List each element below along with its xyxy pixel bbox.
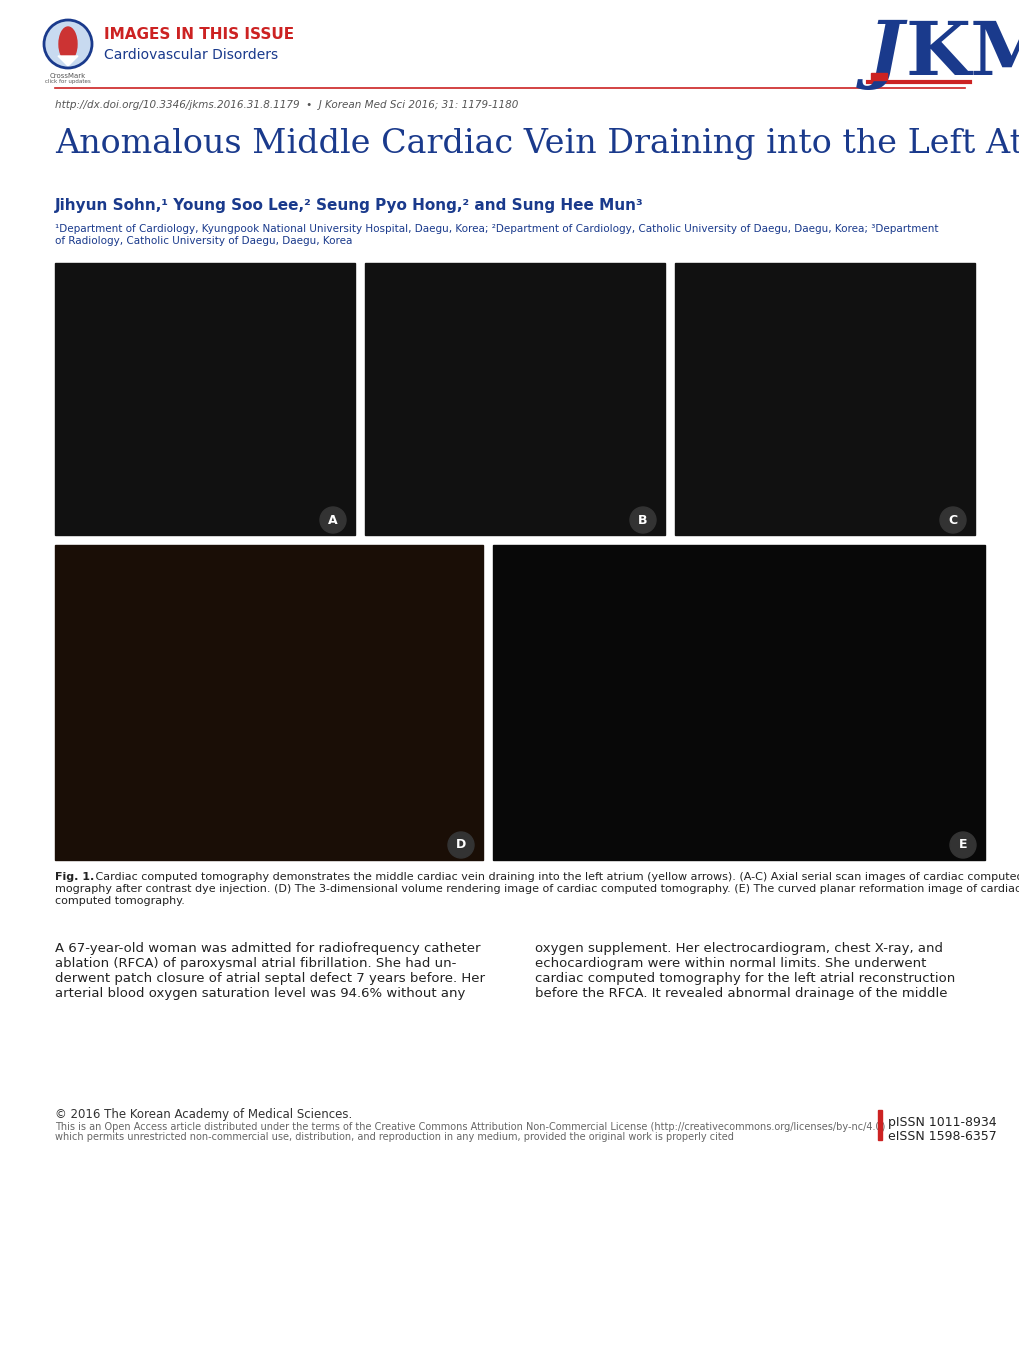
Bar	[492, 545, 984, 860]
Text: before the RFCA. It revealed abnormal drainage of the middle: before the RFCA. It revealed abnormal dr…	[535, 987, 947, 1000]
Text: Jihyun Sohn,¹ Young Soo Lee,² Seung Pyo Hong,² and Sung Hee Mun³: Jihyun Sohn,¹ Young Soo Lee,² Seung Pyo …	[55, 198, 643, 213]
Text: which permits unrestricted non-commercial use, distribution, and reproduction in: which permits unrestricted non-commercia…	[55, 1132, 733, 1142]
Text: CrossMark: CrossMark	[50, 73, 86, 79]
Text: arterial blood oxygen saturation level was 94.6% without any: arterial blood oxygen saturation level w…	[55, 987, 465, 1000]
Text: C: C	[948, 514, 957, 526]
Text: ¹Department of Cardiology, Kyungpook National University Hospital, Daegu, Korea;: ¹Department of Cardiology, Kyungpook Nat…	[55, 224, 937, 234]
Text: oxygen supplement. Her electrocardiogram, chest X-ray, and: oxygen supplement. Her electrocardiogram…	[535, 942, 943, 955]
Circle shape	[44, 20, 92, 68]
Text: mography after contrast dye injection. (D) The 3-dimensional volume rendering im: mography after contrast dye injection. (…	[55, 883, 1019, 894]
Circle shape	[630, 507, 655, 533]
Bar	[365, 264, 664, 535]
Text: E: E	[958, 839, 966, 852]
Text: This is an Open Access article distributed under the terms of the Creative Commo: This is an Open Access article distribut…	[55, 1123, 884, 1132]
Text: computed tomography.: computed tomography.	[55, 896, 184, 906]
Text: echocardiogram were within normal limits. She underwent: echocardiogram were within normal limits…	[535, 957, 925, 970]
Text: ablation (RFCA) of paroxysmal atrial fibrillation. She had un-: ablation (RFCA) of paroxysmal atrial fib…	[55, 957, 455, 970]
Text: IMAGES IN THIS ISSUE: IMAGES IN THIS ISSUE	[104, 27, 293, 42]
Circle shape	[940, 507, 965, 533]
Text: cardiac computed tomography for the left atrial reconstruction: cardiac computed tomography for the left…	[535, 972, 955, 985]
Text: B: B	[638, 514, 647, 526]
Ellipse shape	[59, 27, 76, 61]
Bar	[55, 545, 483, 860]
Circle shape	[949, 832, 975, 858]
Bar	[55, 264, 355, 535]
Text: Cardiovascular Disorders: Cardiovascular Disorders	[104, 48, 278, 63]
Text: derwent patch closure of atrial septal defect 7 years before. Her: derwent patch closure of atrial septal d…	[55, 972, 484, 985]
Text: Anomalous Middle Cardiac Vein Draining into the Left Atrium: Anomalous Middle Cardiac Vein Draining i…	[55, 128, 1019, 160]
Bar	[675, 264, 974, 535]
Text: pISSN 1011-8934: pISSN 1011-8934	[888, 1116, 996, 1129]
Text: http://dx.doi.org/10.3346/jkms.2016.31.8.1179  •  J Korean Med Sci 2016; 31: 117: http://dx.doi.org/10.3346/jkms.2016.31.8…	[55, 101, 518, 110]
Text: KMS: KMS	[905, 18, 1019, 91]
Text: J: J	[867, 18, 903, 91]
Polygon shape	[58, 56, 77, 67]
Circle shape	[447, 832, 474, 858]
Bar	[877, 1110, 881, 1140]
Bar	[870, 73, 887, 80]
Text: of Radiology, Catholic University of Daegu, Daegu, Korea: of Radiology, Catholic University of Dae…	[55, 236, 352, 246]
Text: D: D	[455, 839, 466, 852]
Text: Cardiac computed tomography demonstrates the middle cardiac vein draining into t: Cardiac computed tomography demonstrates…	[92, 872, 1019, 882]
Text: Fig. 1.: Fig. 1.	[55, 872, 94, 882]
Text: eISSN 1598-6357: eISSN 1598-6357	[888, 1129, 996, 1143]
Text: © 2016 The Korean Academy of Medical Sciences.: © 2016 The Korean Academy of Medical Sci…	[55, 1108, 352, 1121]
Text: A: A	[328, 514, 337, 526]
Text: click for updates: click for updates	[45, 79, 91, 84]
Text: A 67-year-old woman was admitted for radiofrequency catheter: A 67-year-old woman was admitted for rad…	[55, 942, 480, 955]
Circle shape	[320, 507, 345, 533]
